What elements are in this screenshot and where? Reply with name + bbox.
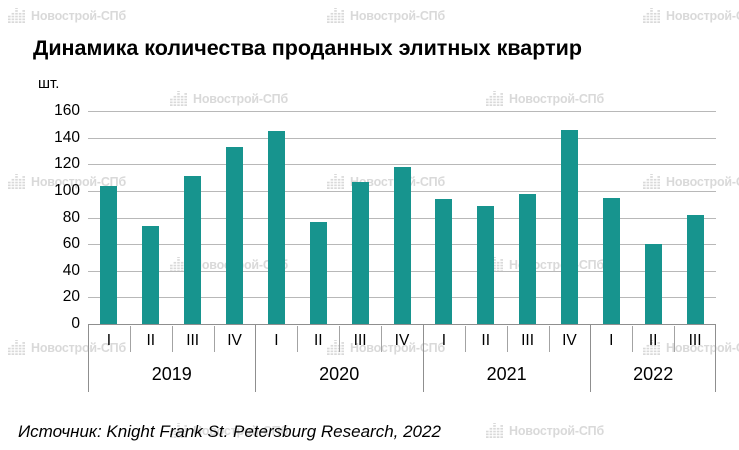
- year-divider: [715, 324, 716, 392]
- x-tick-label-2019-I: I: [106, 332, 112, 349]
- x-tick-label-2021-II: II: [481, 332, 491, 349]
- x-tick-label-2020-I: I: [274, 332, 279, 349]
- watermark-label: Новострой-СПб: [350, 9, 445, 23]
- watermark-building-icon: [486, 423, 504, 439]
- bar-2022-I: [602, 197, 620, 324]
- x-tick-label-2020-IV: IV: [394, 332, 410, 349]
- watermark-label: Новострой-СПб: [193, 92, 288, 106]
- x-tick-label-2021-I: I: [441, 332, 446, 349]
- gridline-120: [88, 164, 716, 166]
- quarter-divider: [674, 326, 676, 352]
- watermark-label: Новострой-СПб: [509, 424, 604, 438]
- watermark: Новострой-СПб: [327, 8, 445, 24]
- bar-2021-I: [435, 198, 453, 324]
- bar-2021-II: [477, 205, 495, 324]
- quarter-divider: [297, 326, 299, 352]
- watermark-label: Новострой-СПб: [31, 9, 126, 23]
- quarter-divider: [632, 326, 634, 352]
- y-tick-label-20: 20: [62, 288, 80, 306]
- bar-2019-III: [184, 176, 202, 324]
- quarter-divider: [213, 326, 215, 352]
- watermark: Новострой-СПб: [170, 91, 288, 107]
- quarter-divider: [171, 326, 173, 352]
- quarter-divider: [506, 326, 508, 352]
- quarter-divider: [548, 326, 550, 352]
- bar-2020-IV: [393, 166, 411, 324]
- year-divider: [590, 324, 592, 392]
- quarter-divider: [339, 326, 341, 352]
- watermark-building-icon: [8, 340, 26, 356]
- x-tick-label-2022-I: I: [609, 332, 614, 349]
- year-divider: [255, 324, 257, 392]
- x-tick-label-2022-III: III: [688, 332, 702, 349]
- y-tick-label-100: 100: [54, 181, 80, 199]
- y-tick-label-140: 140: [54, 128, 80, 146]
- quarter-divider: [464, 326, 466, 352]
- y-tick-label-160: 160: [54, 102, 80, 119]
- watermark-building-icon: [8, 8, 26, 24]
- gridline-160: [88, 111, 716, 112]
- quarter-divider: [129, 326, 131, 352]
- bar-2020-III: [351, 181, 369, 324]
- bar-2021-IV: [560, 129, 578, 324]
- year-label-2021: 2021: [486, 364, 527, 384]
- x-tick-label-2021-IV: IV: [562, 332, 577, 349]
- x-tick-label-2019-IV: IV: [227, 332, 242, 349]
- watermark-label: Новострой-СПб: [509, 92, 604, 106]
- bar-2020-II: [309, 221, 327, 324]
- x-tick-label-2021-III: III: [521, 332, 535, 349]
- y-tick-label-40: 40: [62, 261, 80, 279]
- x-tick-label-2019-II: II: [146, 332, 156, 349]
- bar-2019-II: [142, 225, 160, 324]
- year-label-2019: 2019: [151, 364, 192, 384]
- watermark: Новострой-СПб: [486, 91, 604, 107]
- x-tick-label-2020-II: II: [313, 332, 323, 349]
- watermark-building-icon: [486, 91, 504, 107]
- gridline-140: [88, 137, 716, 139]
- chart-title: Динамика количества проданных элитных кв…: [33, 36, 582, 60]
- x-tick-label-2019-III: III: [186, 332, 200, 349]
- x-tick-label-2022-II: II: [648, 332, 658, 349]
- year-label-2020: 2020: [319, 364, 360, 384]
- watermark-label: Новострой-СПб: [666, 9, 739, 23]
- x-axis: I II III IV 2019 I II III IV 2020 I II III IV 2021 I II I…: [88, 324, 716, 392]
- watermark-building-icon: [643, 8, 661, 24]
- watermark: Новострой-СПб: [8, 8, 126, 24]
- y-tick-label-80: 80: [62, 208, 80, 226]
- y-axis-unit-label: шт.: [38, 75, 60, 92]
- y-tick-label-120: 120: [54, 155, 80, 173]
- source-note: Источник: Knight Frank St. Petersburg Re…: [18, 422, 441, 441]
- watermark-building-icon: [170, 91, 188, 107]
- bar-2019-I: [100, 185, 118, 324]
- bar-2022-III: [686, 214, 704, 324]
- year-divider: [88, 324, 89, 392]
- x-tick-label-2020-III: III: [353, 332, 367, 349]
- year-label-2022: 2022: [633, 364, 674, 384]
- bar-2019-IV: [226, 146, 244, 324]
- watermark: Новострой-СПб: [643, 8, 739, 24]
- y-tick-label-60: 60: [62, 235, 80, 253]
- quarter-divider: [381, 326, 383, 352]
- watermark-building-icon: [327, 8, 345, 24]
- bar-2021-III: [519, 193, 537, 324]
- plot-area: [88, 111, 716, 325]
- x-axis-line: [88, 324, 716, 325]
- bar-2022-II: [644, 244, 662, 324]
- y-tick-label-0: 0: [71, 315, 80, 332]
- watermark: Новострой-СПб: [486, 423, 604, 439]
- year-divider: [422, 324, 424, 392]
- bar-2020-I: [267, 130, 285, 324]
